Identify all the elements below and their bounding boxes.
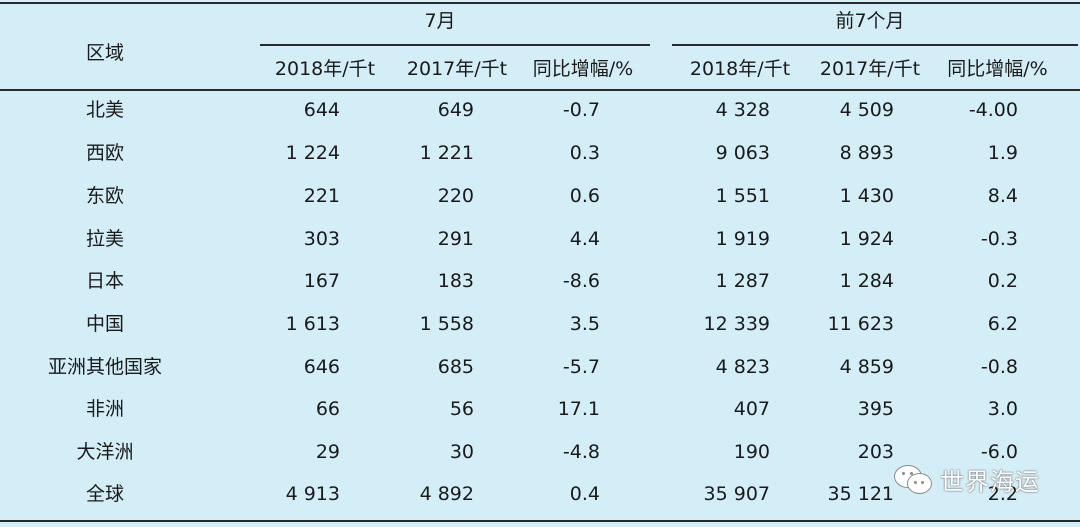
first7-2017-cell: 11 623 <box>827 313 894 335</box>
watermark: 世界海运 <box>894 459 1074 499</box>
july-yoy-cell: 0.3 <box>569 142 600 164</box>
region-cell: 北美 <box>85 99 124 121</box>
july-2017-cell: 220 <box>437 185 474 207</box>
first7-2017-cell: 1 284 <box>839 270 894 292</box>
july-yoy-cell: 3.5 <box>569 313 600 335</box>
region-cell: 西欧 <box>85 142 124 164</box>
first7-yoy-cell: 1.9 <box>987 142 1018 164</box>
bottom-rule <box>0 520 1080 522</box>
table-row: 非洲 66 56 17.1 407 395 3.0 <box>0 397 1080 439</box>
first7-2017-cell: 1 924 <box>839 228 894 250</box>
july-yoy-cell: 17.1 <box>557 398 600 420</box>
table-row: 日本 167 183 -8.6 1 287 1 284 0.2 <box>0 269 1080 311</box>
first7-group-rule <box>672 44 1078 46</box>
first7-2018-cell: 4 328 <box>715 99 770 121</box>
first7-2018-cell: 1 287 <box>715 270 770 292</box>
first7-yoy-cell: -0.8 <box>980 356 1018 378</box>
july-yoy-header: 同比增幅/% <box>532 58 634 80</box>
first7-yoy-cell: 3.0 <box>987 398 1018 420</box>
table-row: 亚洲其他国家 646 685 -5.7 4 823 4 859 -0.8 <box>0 355 1080 397</box>
first7-yoy-header: 同比增幅/% <box>947 58 1048 80</box>
region-cell: 大洋洲 <box>76 441 134 463</box>
watermark-text: 世界海运 <box>940 467 1040 496</box>
july-2018-cell: 29 <box>315 441 340 463</box>
first7-2017-cell: 395 <box>857 398 894 420</box>
first7-2017-cell: 1 430 <box>839 185 894 207</box>
table-row: 拉美 303 291 4.4 1 919 1 924 -0.3 <box>0 227 1080 269</box>
region-cell: 拉美 <box>85 228 124 250</box>
july-2018-cell: 1 613 <box>285 313 340 335</box>
first7-2017-cell: 4 859 <box>839 356 894 378</box>
july-2018-cell: 303 <box>303 228 340 250</box>
july-yoy-cell: 0.6 <box>569 185 600 207</box>
first7-2017-cell: 4 509 <box>839 99 894 121</box>
july-2018-header: 2018年/千t <box>274 58 376 80</box>
july-2018-cell: 646 <box>303 356 340 378</box>
table-row: 全球 4 913 4 892 0.4 35 907 35 121 2.2 <box>0 482 1080 524</box>
first7-2018-header: 2018年/千t <box>689 58 791 80</box>
region-cell: 日本 <box>85 270 124 292</box>
july-2017-header: 2017年/千t <box>406 58 508 80</box>
july-yoy-cell: -4.8 <box>562 441 600 463</box>
july-2017-cell: 649 <box>437 99 474 121</box>
table-row: 中国 1 613 1 558 3.5 12 339 11 623 6.2 <box>0 312 1080 354</box>
first7-2018-cell: 1 551 <box>715 185 770 207</box>
july-2018-cell: 167 <box>303 270 340 292</box>
first7-yoy-cell: 2.2 <box>987 483 1018 505</box>
first7-2017-cell: 203 <box>857 441 894 463</box>
first7-2018-cell: 12 339 <box>703 313 770 335</box>
july-group-rule <box>260 44 650 46</box>
region-cell: 东欧 <box>85 185 124 207</box>
region-cell: 全球 <box>85 483 124 505</box>
header-bottom-rule <box>0 89 1080 91</box>
first7-yoy-cell: 0.2 <box>987 270 1018 292</box>
july-2017-cell: 685 <box>437 356 474 378</box>
top-rule <box>0 2 1080 4</box>
first7-2017-header: 2017年/千t <box>819 58 921 80</box>
table-row: 东欧 221 220 0.6 1 551 1 430 8.4 <box>0 184 1080 226</box>
first7-2018-cell: 190 <box>733 441 770 463</box>
july-yoy-cell: -5.7 <box>562 356 600 378</box>
table-row: 西欧 1 224 1 221 0.3 9 063 8 893 1.9 <box>0 141 1080 183</box>
region-cell: 中国 <box>85 313 124 335</box>
first7-yoy-cell: 8.4 <box>987 185 1018 207</box>
region-cell: 非洲 <box>85 398 124 420</box>
first7-yoy-cell: -0.3 <box>980 228 1018 250</box>
july-2017-cell: 1 558 <box>419 313 474 335</box>
july-2017-cell: 4 892 <box>419 483 474 505</box>
july-yoy-cell: -8.6 <box>562 270 600 292</box>
first7-2018-cell: 1 919 <box>715 228 770 250</box>
july-2017-cell: 1 221 <box>419 142 474 164</box>
july-yoy-cell: -0.7 <box>562 99 600 121</box>
first7-2018-cell: 9 063 <box>715 142 770 164</box>
july-2018-cell: 66 <box>315 398 340 420</box>
first7-2018-cell: 407 <box>733 398 770 420</box>
first7-yoy-cell: 6.2 <box>987 313 1018 335</box>
first7-2017-cell: 8 893 <box>839 142 894 164</box>
region-header: 区域 <box>85 42 124 64</box>
july-2017-cell: 56 <box>449 398 474 420</box>
july-2017-cell: 30 <box>449 441 474 463</box>
first7-yoy-cell: -6.0 <box>980 441 1018 463</box>
july-yoy-cell: 0.4 <box>569 483 600 505</box>
july-2018-cell: 1 224 <box>285 142 340 164</box>
july-2018-cell: 4 913 <box>285 483 340 505</box>
july-2018-cell: 644 <box>303 99 340 121</box>
table-row: 北美 644 649 -0.7 4 328 4 509 -4.00 <box>0 98 1080 140</box>
first7-2018-cell: 4 823 <box>715 356 770 378</box>
region-cell: 亚洲其他国家 <box>47 356 162 378</box>
july-2017-cell: 291 <box>437 228 474 250</box>
table-row: 大洋洲 29 30 -4.8 190 203 -6.0 <box>0 440 1080 482</box>
july-yoy-cell: 4.4 <box>569 228 600 250</box>
wechat-icon <box>894 463 932 495</box>
july-2018-cell: 221 <box>303 185 340 207</box>
july-group-header: 7月 <box>424 10 456 32</box>
july-2017-cell: 183 <box>437 270 474 292</box>
first7-yoy-cell: -4.00 <box>968 99 1018 121</box>
first7-group-header: 前7个月 <box>835 10 905 32</box>
first7-2018-cell: 35 907 <box>703 483 770 505</box>
first7-2017-cell: 35 121 <box>827 483 894 505</box>
